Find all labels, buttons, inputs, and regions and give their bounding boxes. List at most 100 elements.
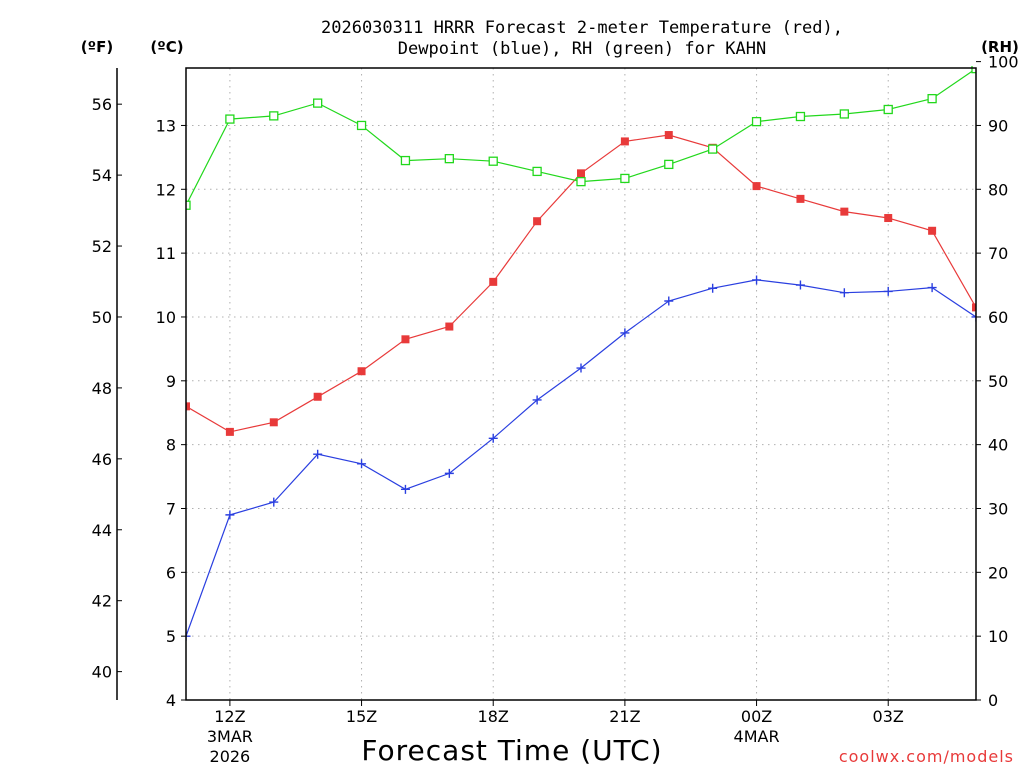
chart-title-line1: 2026030311 HRRR Forecast 2-meter Tempera… [321,18,843,38]
data-point [444,154,454,164]
celsius-tick-label: 7 [166,499,176,518]
fahrenheit-tick-label: 56 [92,95,112,114]
celsius-tick-label: 5 [166,627,176,646]
data-point [400,484,410,494]
fahrenheit-tick-label: 48 [92,379,112,398]
series-2-meter-temperature [186,131,976,436]
data-point [927,93,937,104]
chart-title-line2: Dewpoint (blue), RH (green) for KAHN [398,39,766,59]
data-point [751,116,762,127]
celsius-tick-label: 6 [166,563,176,582]
data-point [752,182,761,191]
series-line [186,279,976,637]
data-point [971,312,976,322]
data-point [356,120,367,131]
fahrenheit-tick-label: 44 [92,521,112,540]
data-point [186,200,191,210]
data-point [269,111,279,121]
data-point [883,286,893,296]
series-dewpoint [186,275,976,641]
time-tick-label: 00Z [741,707,772,726]
celsius-tick-label: 8 [166,436,176,455]
data-point [884,214,893,223]
data-point [225,427,234,436]
rh-tick-label: 0 [988,691,998,710]
data-point [928,226,937,235]
time-tick-label: 21Z [609,707,640,726]
data-point [752,275,762,285]
data-point [840,207,849,216]
rh-unit-label: (RH) [981,38,1019,56]
celsius-tick-label: 10 [156,308,176,327]
date-tick-label: 3MAR [207,727,253,746]
data-point [664,159,674,170]
date-tick-label: 4MAR [734,727,780,746]
plot-frame [185,67,977,701]
fahrenheit-tick-label: 42 [92,592,112,611]
celsius-tick-label: 9 [166,372,176,391]
rh-tick-label: 40 [988,436,1008,455]
time-tick-label: 12Z [214,707,245,726]
data-point [972,303,976,312]
rh-tick-label: 70 [988,244,1008,263]
data-point [269,418,278,427]
data-series [186,66,976,641]
data-point [927,283,937,293]
data-point [444,468,454,478]
data-point [488,156,498,166]
data-point [313,449,323,459]
rh-tick-label: 80 [988,180,1008,199]
time-tick-label: 15Z [346,707,377,726]
time-tick-label: 18Z [478,707,509,726]
data-point [577,169,585,178]
data-point [664,131,673,140]
fahrenheit-unit-label: (ºF) [81,38,113,56]
data-point [225,114,235,124]
data-point [225,510,235,520]
data-point [313,392,322,401]
rh-tick-label: 20 [988,563,1008,582]
data-point [576,363,586,373]
gridlines [186,68,976,700]
data-point [708,283,718,293]
data-point [576,176,586,187]
data-point [401,335,410,344]
data-point [445,322,454,331]
data-point [488,433,498,443]
celsius-tick-label: 11 [156,244,176,263]
rh-axis: 0 10 20 30 40 50 60 70 80 90 100 [976,53,1019,710]
data-point [620,137,629,146]
fahrenheit-tick-label: 46 [92,450,112,469]
data-point [839,109,849,119]
rh-tick-label: 60 [988,308,1008,327]
data-point [186,631,191,641]
fahrenheit-axis: 40 42 44 46 48 50 52 54 56 [92,68,122,700]
fahrenheit-tick-label: 54 [92,166,112,185]
data-point [883,104,893,115]
rh-tick-label: 50 [988,372,1008,391]
credit-text: coolwx.com/models [839,747,1014,766]
data-point [664,296,674,306]
fahrenheit-tick-label: 50 [92,308,112,327]
data-point [533,217,542,226]
celsius-tick-label: 4 [166,691,176,710]
rh-tick-label: 30 [988,499,1008,518]
data-point [186,402,190,411]
year-tick-label: 2026 [210,747,251,766]
data-point [400,155,411,166]
data-point [532,395,542,405]
fahrenheit-tick-label: 52 [92,237,112,256]
series-rh [186,66,976,210]
data-point [269,497,279,507]
data-point [795,111,806,122]
data-point [313,98,323,108]
data-point [357,459,367,469]
fahrenheit-tick-label: 40 [92,663,112,682]
data-point [532,166,542,177]
data-point [708,144,718,154]
data-point [839,288,849,298]
rh-tick-label: 100 [988,53,1019,72]
rh-tick-label: 10 [988,627,1008,646]
celsius-axis: 4 5 6 7 8 9 10 11 12 13 [156,116,186,710]
